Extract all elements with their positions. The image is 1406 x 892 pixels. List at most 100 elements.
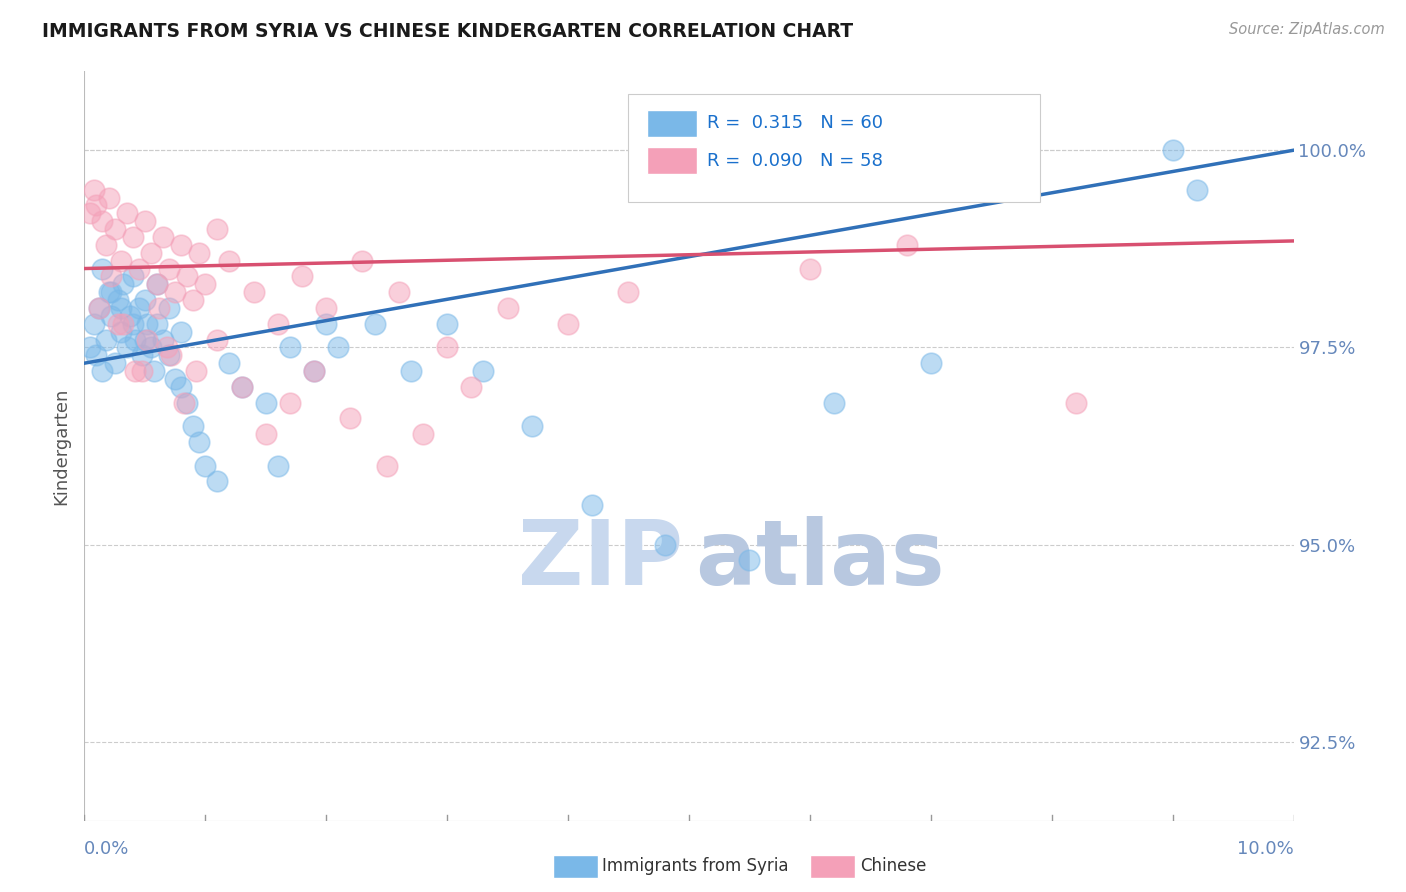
- Point: [121, 317, 143, 331]
- Point: [302, 364, 325, 378]
- Point: [339, 411, 361, 425]
- Point: [170, 380, 193, 394]
- Point: [496, 301, 519, 315]
- Point: [94, 333, 117, 347]
- Point: [136, 317, 159, 331]
- Point: [823, 395, 845, 409]
- Point: [1161, 143, 1184, 157]
- Point: [112, 277, 135, 292]
- Point: [104, 356, 127, 370]
- Point: [128, 301, 150, 315]
- Point: [1064, 395, 1087, 409]
- Point: [278, 395, 301, 409]
- Point: [83, 183, 105, 197]
- Point: [146, 277, 169, 292]
- Point: [170, 325, 193, 339]
- Point: [134, 333, 156, 347]
- Point: [115, 206, 138, 220]
- Point: [131, 348, 153, 362]
- Point: [188, 435, 211, 450]
- Point: [436, 317, 458, 331]
- Point: [617, 285, 640, 300]
- Text: R =  0.090   N = 58: R = 0.090 N = 58: [707, 152, 883, 169]
- Point: [120, 309, 142, 323]
- Point: [146, 317, 169, 331]
- Text: Immigrants from Syria: Immigrants from Syria: [602, 857, 789, 875]
- Point: [278, 340, 301, 354]
- FancyBboxPatch shape: [647, 147, 697, 174]
- Point: [207, 475, 229, 489]
- Point: [738, 553, 761, 567]
- Point: [194, 458, 217, 473]
- Point: [328, 340, 350, 354]
- Point: [315, 317, 337, 331]
- Point: [110, 325, 132, 339]
- Point: [110, 253, 132, 268]
- Point: [231, 380, 253, 394]
- Point: [94, 238, 117, 252]
- Text: ZIP: ZIP: [517, 516, 683, 605]
- Y-axis label: Kindergarten: Kindergarten: [52, 387, 70, 505]
- Point: [107, 293, 129, 307]
- Point: [79, 206, 101, 220]
- Point: [315, 301, 337, 315]
- Point: [97, 190, 120, 204]
- Point: [581, 498, 603, 512]
- Text: 0.0%: 0.0%: [84, 840, 129, 858]
- Point: [218, 253, 240, 268]
- Point: [107, 317, 129, 331]
- Point: [194, 277, 217, 292]
- Point: [143, 364, 166, 378]
- Point: [267, 458, 290, 473]
- Point: [165, 372, 187, 386]
- Point: [242, 285, 264, 300]
- Point: [134, 293, 156, 307]
- Point: [352, 253, 374, 268]
- Point: [412, 427, 434, 442]
- Point: [91, 214, 114, 228]
- Text: Chinese: Chinese: [860, 857, 927, 875]
- Point: [97, 285, 120, 300]
- Point: [100, 269, 122, 284]
- Point: [139, 340, 162, 354]
- Point: [152, 333, 174, 347]
- Point: [86, 198, 108, 212]
- FancyBboxPatch shape: [628, 94, 1039, 202]
- Point: [136, 333, 159, 347]
- Point: [115, 340, 138, 354]
- Point: [124, 333, 146, 347]
- Text: IMMIGRANTS FROM SYRIA VS CHINESE KINDERGARTEN CORRELATION CHART: IMMIGRANTS FROM SYRIA VS CHINESE KINDERG…: [42, 22, 853, 41]
- Point: [254, 427, 277, 442]
- Point: [363, 317, 385, 331]
- Point: [165, 285, 187, 300]
- Point: [91, 364, 114, 378]
- Point: [399, 364, 422, 378]
- Point: [134, 214, 156, 228]
- Point: [207, 333, 229, 347]
- Text: Source: ZipAtlas.com: Source: ZipAtlas.com: [1229, 22, 1385, 37]
- Point: [131, 364, 153, 378]
- Point: [472, 364, 495, 378]
- Point: [148, 301, 170, 315]
- Point: [436, 340, 458, 354]
- Text: R =  0.315   N = 60: R = 0.315 N = 60: [707, 114, 883, 132]
- Point: [267, 317, 290, 331]
- Point: [176, 269, 198, 284]
- Point: [375, 458, 398, 473]
- Point: [100, 309, 122, 323]
- Point: [91, 261, 114, 276]
- Point: [83, 317, 105, 331]
- Point: [388, 285, 411, 300]
- Point: [291, 269, 314, 284]
- Text: atlas: atlas: [695, 516, 945, 605]
- Point: [157, 261, 180, 276]
- Point: [87, 301, 110, 315]
- Point: [155, 340, 177, 354]
- Point: [157, 348, 180, 362]
- Point: [157, 301, 180, 315]
- Point: [128, 261, 150, 276]
- Point: [104, 222, 127, 236]
- Point: [557, 317, 579, 331]
- Point: [121, 230, 143, 244]
- Point: [254, 395, 277, 409]
